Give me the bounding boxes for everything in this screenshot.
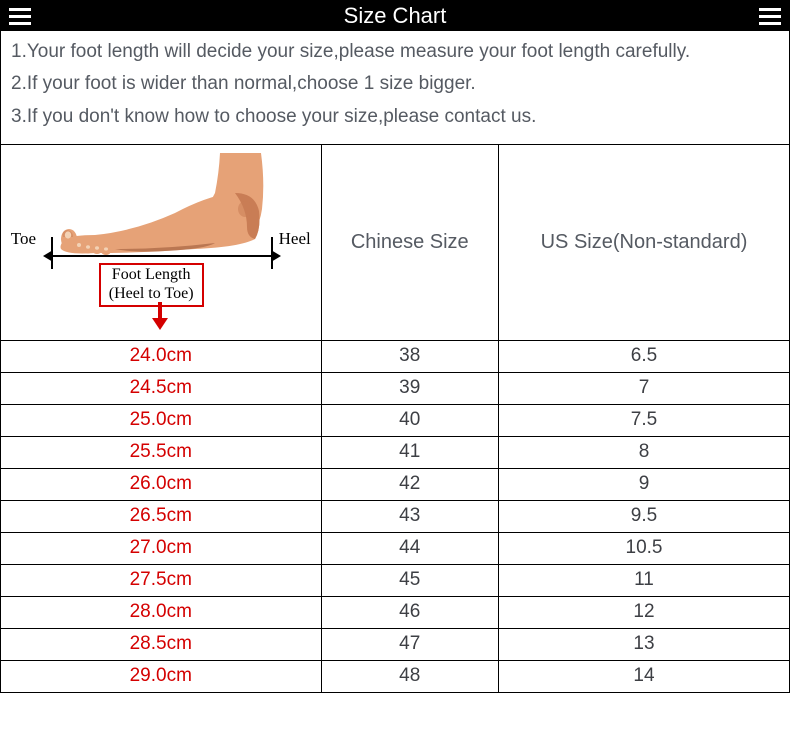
cell-us-size: 8 [498,436,789,468]
title-bar: Size Chart [1,1,789,31]
heel-label: Heel [279,229,311,249]
foot-length-line1: Foot Length [109,266,194,284]
cell-us-size: 7.5 [498,404,789,436]
toe-label: Toe [11,229,36,249]
table-row: 28.0cm 46 12 [1,596,789,628]
cell-chinese-size: 43 [321,500,498,532]
table-row: 28.5cm 47 13 [1,628,789,660]
table-row: 27.0cm 44 10.5 [1,532,789,564]
cell-foot-length: 26.0cm [1,468,321,500]
cell-us-size: 9.5 [498,500,789,532]
cell-foot-length: 24.0cm [1,340,321,372]
instruction-line: 2.If your foot is wider than normal,choo… [11,69,779,99]
column-header-us: US Size(Non-standard) [498,145,789,340]
table-header-row: Toe Heel Foot Length (Heel to Toe) Chine… [1,145,789,340]
cell-foot-length: 24.5cm [1,372,321,404]
cell-foot-length: 26.5cm [1,500,321,532]
size-chart-container: Size Chart 1.Your foot length will decid… [0,0,790,693]
cell-chinese-size: 41 [321,436,498,468]
cell-chinese-size: 47 [321,628,498,660]
cell-foot-length: 28.0cm [1,596,321,628]
cell-us-size: 7 [498,372,789,404]
cell-us-size: 13 [498,628,789,660]
table-row: 26.5cm 43 9.5 [1,500,789,532]
cell-chinese-size: 38 [321,340,498,372]
cell-chinese-size: 39 [321,372,498,404]
foot-diagram-cell: Toe Heel Foot Length (Heel to Toe) [1,145,321,340]
cell-chinese-size: 42 [321,468,498,500]
cell-foot-length: 28.5cm [1,628,321,660]
cell-foot-length: 25.0cm [1,404,321,436]
table-row: 24.0cm 38 6.5 [1,340,789,372]
cell-foot-length: 27.5cm [1,564,321,596]
column-header-chinese: Chinese Size [321,145,498,340]
cell-us-size: 14 [498,660,789,692]
foot-length-line2: (Heel to Toe) [109,285,194,303]
cell-chinese-size: 45 [321,564,498,596]
cell-chinese-size: 48 [321,660,498,692]
instruction-line: 1.Your foot length will decide your size… [11,37,779,67]
size-table: Toe Heel Foot Length (Heel to Toe) Chine… [1,145,789,692]
cell-chinese-size: 44 [321,532,498,564]
title-text: Size Chart [31,3,759,29]
hamburger-icon [759,8,781,25]
cell-foot-length: 25.5cm [1,436,321,468]
cell-foot-length: 27.0cm [1,532,321,564]
table-row: 26.0cm 42 9 [1,468,789,500]
foot-diagram: Toe Heel Foot Length (Heel to Toe) [11,157,311,327]
cell-chinese-size: 46 [321,596,498,628]
instructions-block: 1.Your foot length will decide your size… [1,31,789,145]
cell-us-size: 10.5 [498,532,789,564]
cell-foot-length: 29.0cm [1,660,321,692]
cell-us-size: 6.5 [498,340,789,372]
table-row: 25.0cm 40 7.5 [1,404,789,436]
foot-illustration [55,153,269,261]
cell-us-size: 11 [498,564,789,596]
foot-length-box: Foot Length (Heel to Toe) [99,263,204,307]
table-row: 29.0cm 48 14 [1,660,789,692]
table-row: 27.5cm 45 11 [1,564,789,596]
measure-line [51,255,273,257]
hamburger-icon [9,8,31,25]
table-row: 24.5cm 39 7 [1,372,789,404]
table-row: 25.5cm 41 8 [1,436,789,468]
instruction-line: 3.If you don't know how to choose your s… [11,102,779,132]
cell-us-size: 9 [498,468,789,500]
cell-chinese-size: 40 [321,404,498,436]
cell-us-size: 12 [498,596,789,628]
